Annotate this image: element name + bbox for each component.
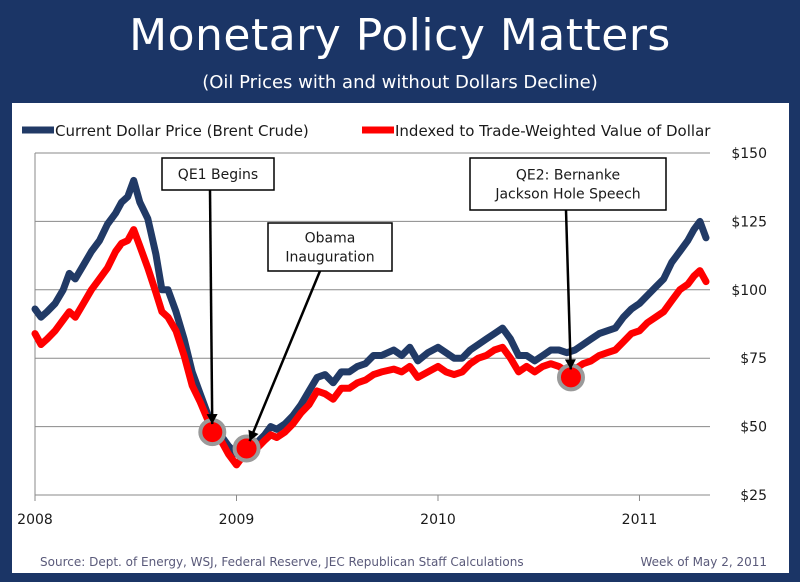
- y-tick-label: $75: [740, 351, 767, 367]
- date-note: Week of May 2, 2011: [641, 555, 768, 569]
- chart-subtitle: (Oil Prices with and without Dollars Dec…: [202, 72, 598, 93]
- legend-label-indexed: Indexed to Trade-Weighted Value of Dolla…: [395, 122, 711, 140]
- annotation-arrow-line: [208, 189, 214, 425]
- series-current-dollar-line: [31, 176, 710, 458]
- annotation-arrow-line: [564, 209, 572, 370]
- annotation-arrow-head: [206, 414, 218, 425]
- y-tick-label: $125: [731, 214, 767, 230]
- legend: Current Dollar Price (Brent Crude) Index…: [22, 122, 711, 140]
- axes: [34, 153, 710, 501]
- annotation-box: [267, 222, 393, 272]
- annotation-label: Inauguration: [285, 250, 374, 266]
- annotation-arrow-line: [248, 270, 322, 442]
- x-tick-label: 2008: [17, 512, 53, 528]
- y-tick-label: $150: [731, 146, 767, 162]
- annotation-arrow-head: [248, 429, 259, 442]
- x-tick-label: 2011: [622, 512, 658, 528]
- legend-label-current: Current Dollar Price (Brent Crude): [55, 122, 309, 140]
- series-indexed-line: [31, 226, 710, 469]
- y-tick-label: $25: [740, 488, 767, 504]
- source-note: Source: Dept. of Energy, WSJ, Federal Re…: [40, 555, 524, 569]
- x-tick-label: 2009: [219, 512, 255, 528]
- annotations: QE1 Begins Obama Inauguration QE2: Bernanke…: [161, 157, 667, 463]
- x-tick-label: 2010: [420, 512, 456, 528]
- y-tick-label: $100: [731, 283, 767, 299]
- annotation-marker: [232, 434, 261, 463]
- y-tick-label: $50: [740, 420, 767, 436]
- series-lines: [31, 176, 710, 469]
- annotation-box: [161, 157, 275, 191]
- annotation-label: QE1 Begins: [178, 167, 258, 183]
- annotation-label: Jackson Hole Speech: [494, 187, 640, 203]
- chart-title: Monetary Policy Matters: [129, 10, 671, 61]
- annotation-label: Obama: [305, 231, 356, 247]
- annotation-arrow-head: [564, 359, 576, 370]
- annotation-label: QE2: Bernanke: [516, 168, 620, 184]
- annotation-box: [469, 157, 667, 211]
- tick-labels: $25 $50 $75 $100 $125 $150 2008 2009 2010 2011: [17, 146, 767, 528]
